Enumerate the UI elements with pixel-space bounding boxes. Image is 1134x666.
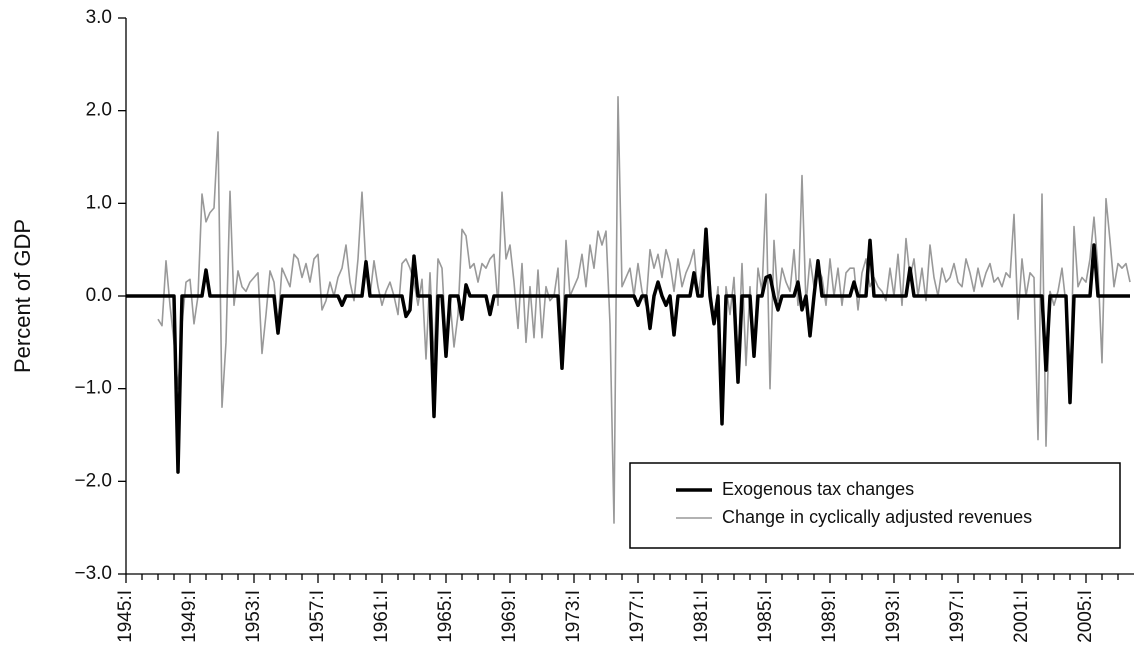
x-tick-label: 1945:I	[115, 590, 136, 643]
x-tick-label: 1949:I	[179, 590, 200, 643]
x-tick-label: 1977:I	[627, 590, 648, 643]
y-tick-label: 3.0	[86, 7, 112, 28]
y-tick-label: −3.0	[74, 563, 112, 584]
y-tick-label: 0.0	[86, 285, 112, 306]
y-tick-label: −1.0	[74, 378, 112, 399]
x-tick-label: 2001:I	[1011, 590, 1032, 643]
legend-label: Exogenous tax changes	[722, 479, 914, 499]
x-tick-label: 1973:I	[563, 590, 584, 643]
x-tick-label: 1969:I	[499, 590, 520, 643]
legend: Exogenous tax changes Change in cyclicall…	[629, 462, 1121, 549]
x-tick-label: 1989:I	[819, 590, 840, 643]
line-series	[126, 227, 1130, 474]
x-tick-label: 1953:I	[243, 590, 264, 643]
x-tick-label: 1985:I	[755, 590, 776, 643]
y-tick-label: −2.0	[74, 470, 112, 491]
y-tick-label: 2.0	[86, 100, 112, 121]
y-axis-label: Percent of GDP	[10, 219, 35, 373]
x-tick-label: 1993:I	[883, 590, 904, 643]
x-tick-label: 2005:I	[1075, 590, 1096, 643]
x-tick-label: 1997:I	[947, 590, 968, 643]
y-tick-label: 1.0	[86, 192, 112, 213]
legend-box	[629, 462, 1121, 549]
x-tick-label: 1957:I	[307, 590, 328, 643]
x-tick-label: 1961:I	[371, 590, 392, 643]
x-tick-label: 1965:I	[435, 590, 456, 643]
legend-label: Change in cyclically adjusted revenues	[722, 507, 1032, 527]
x-tick-label: 1981:I	[691, 590, 712, 643]
line-series	[157, 95, 1131, 524]
